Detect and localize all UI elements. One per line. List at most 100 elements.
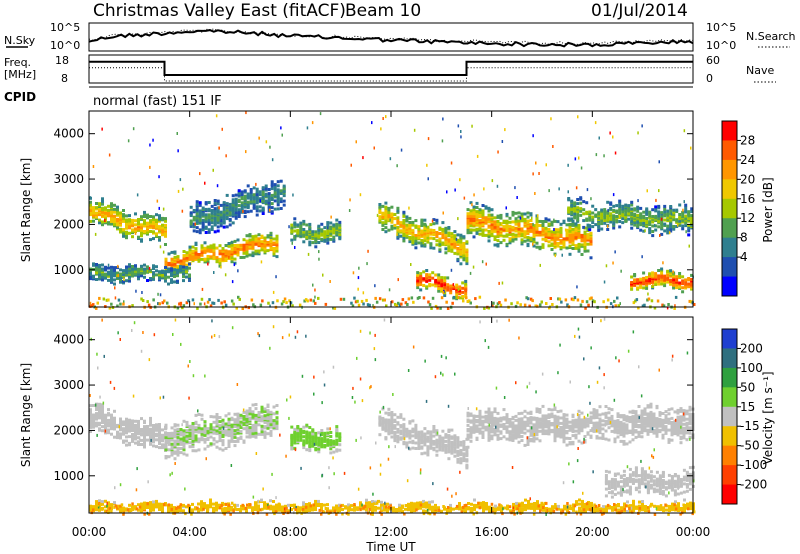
heatmap-cell — [98, 202, 101, 206]
heatmap-cell — [636, 224, 640, 228]
heatmap-cell — [469, 412, 473, 416]
heatmap-cell — [630, 200, 634, 204]
heatmap-cell — [476, 154, 479, 158]
heatmap-cell — [577, 232, 581, 235]
heatmap-cell — [393, 439, 397, 443]
heatmap-cell — [666, 212, 670, 216]
heatmap-cell — [317, 450, 321, 454]
heatmap-cell — [251, 428, 255, 431]
heatmap-cell — [258, 209, 262, 213]
heatmap-cell — [618, 205, 622, 208]
heatmap-cell — [612, 222, 616, 226]
heatmap-cell — [185, 453, 189, 457]
heatmap-cell — [125, 218, 128, 222]
heatmap-cell — [598, 422, 602, 426]
heatmap-cell — [487, 438, 491, 442]
heatmap-cell — [462, 235, 466, 239]
heatmap-cell — [523, 232, 527, 236]
y-tick-label: 4000 — [53, 127, 84, 141]
heatmap-cell — [188, 245, 192, 249]
heatmap-cell — [624, 213, 628, 217]
heatmap-cell — [267, 192, 271, 196]
heatmap-cell — [89, 410, 92, 414]
heatmap-cell — [104, 218, 106, 222]
heatmap-cell — [641, 124, 643, 128]
heatmap-cell — [225, 154, 227, 158]
heatmap-cell — [260, 419, 264, 423]
heatmap-cell — [459, 459, 463, 463]
heatmap-cell — [167, 442, 171, 446]
heatmap-cell — [612, 261, 614, 265]
heatmap-cell — [227, 430, 231, 433]
heatmap-cell — [678, 203, 682, 207]
heatmap-cell — [539, 303, 542, 307]
heatmap-cell — [653, 306, 657, 310]
heatmap-cell — [89, 430, 92, 433]
heatmap-cell — [275, 424, 279, 428]
heatmap-cell — [432, 246, 436, 250]
heatmap-cell — [444, 230, 448, 234]
heatmap-cell — [390, 411, 394, 414]
heatmap-cell — [245, 234, 249, 238]
heatmap-cell — [195, 226, 199, 230]
heatmap-cell — [140, 228, 143, 232]
heatmap-cell — [104, 272, 107, 276]
heatmap-cell — [221, 247, 225, 250]
heatmap-cell — [149, 422, 152, 426]
heatmap-cell — [444, 433, 448, 437]
heatmap-cell — [663, 222, 667, 226]
heatmap-cell — [338, 448, 342, 452]
heatmap-cell — [681, 210, 685, 214]
heatmap-cell — [387, 430, 391, 434]
heatmap-cell — [672, 218, 676, 222]
heatmap-cell — [523, 443, 527, 447]
heatmap-cell — [408, 447, 412, 451]
heatmap-cell — [152, 432, 155, 436]
heatmap-cell — [431, 296, 435, 300]
heatmap-cell — [438, 242, 442, 246]
heatmap-cell — [423, 239, 427, 243]
heatmap-cell — [260, 234, 264, 238]
heatmap-cell — [496, 220, 500, 223]
heatmap-cell — [221, 418, 225, 422]
heatmap-cell — [453, 243, 457, 247]
heatmap-cell — [210, 204, 214, 208]
heatmap-cell — [432, 233, 436, 237]
heatmap-cell — [402, 228, 406, 232]
heatmap-cell — [453, 449, 457, 453]
heatmap-cell — [128, 231, 131, 235]
heatmap-cell — [642, 214, 646, 218]
heatmap-cell — [275, 249, 279, 253]
heatmap-cell — [178, 302, 181, 306]
heatmap-cell — [101, 425, 104, 429]
heatmap-cell — [429, 246, 433, 250]
heatmap-cell — [195, 200, 199, 204]
heatmap-cell — [260, 430, 264, 434]
heatmap-cell — [305, 448, 309, 452]
heatmap-cell — [417, 434, 421, 438]
heatmap-cell — [107, 412, 110, 416]
heatmap-cell — [551, 303, 554, 306]
heatmap-cell — [380, 127, 382, 131]
heatmap-cell — [204, 225, 208, 229]
heatmap-cell — [583, 245, 587, 249]
heatmap-cell — [170, 442, 174, 446]
heatmap-cell — [365, 298, 368, 302]
heatmap-cell — [472, 265, 475, 269]
heatmap-cell — [441, 221, 445, 225]
heatmap-cell — [502, 435, 506, 439]
heatmap-cell — [395, 304, 398, 307]
heatmap-cell — [98, 402, 101, 406]
heatmap-cell — [236, 431, 240, 435]
heatmap-cell — [633, 278, 637, 282]
heatmap-cell — [456, 238, 460, 242]
heatmap-cell — [378, 215, 382, 219]
heatmap-cell — [523, 239, 527, 243]
heatmap-cell — [589, 411, 593, 415]
heatmap-cell — [522, 218, 524, 222]
heatmap-cell — [122, 232, 125, 236]
heatmap-cell — [245, 415, 249, 418]
heatmap-cell — [654, 283, 658, 286]
heatmap-cell — [586, 431, 590, 435]
heatmap-cell — [535, 407, 539, 411]
